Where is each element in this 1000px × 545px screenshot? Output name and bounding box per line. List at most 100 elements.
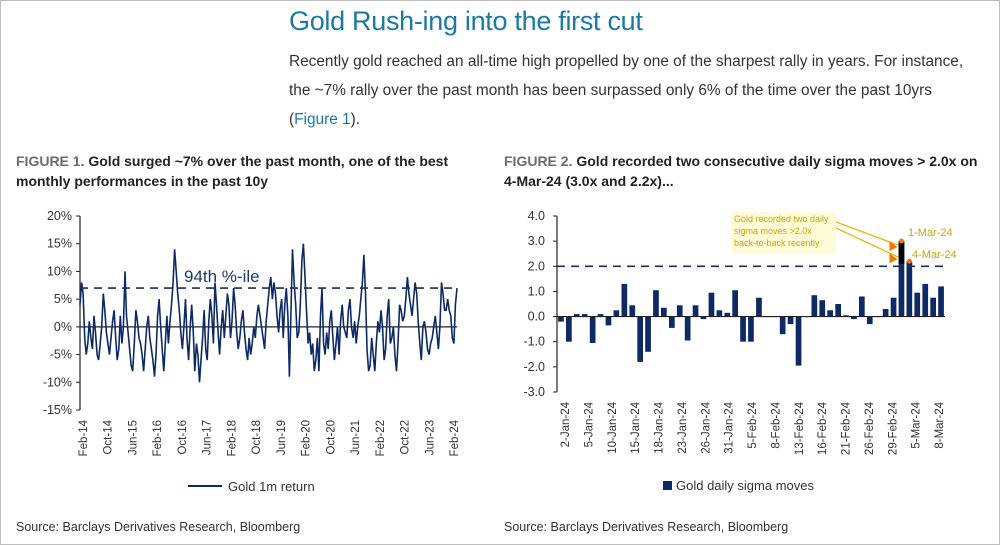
legend-label: Gold 1m return (228, 479, 315, 494)
bar (930, 297, 936, 317)
x-tick-label: Oct-20 (325, 420, 337, 455)
bar (890, 297, 897, 317)
x-tick-label: 21-Feb-24 (841, 401, 853, 455)
y-tick-label: -5% (50, 348, 72, 362)
x-tick-label: 26-Jan-24 (700, 401, 712, 453)
figure-2-number: FIGURE 2. (504, 153, 573, 169)
x-tick-label: Oct-16 (177, 420, 189, 455)
x-tick-label: Jun-15 (127, 420, 139, 455)
y-tick-label: 5% (54, 292, 72, 306)
x-tick-label: 2-Jan-24 (560, 401, 572, 447)
annotation-text-line: back-to-back recently (734, 238, 820, 248)
bar (661, 307, 667, 317)
figure-2-title: FIGURE 2. Gold recorded two consecutive … (504, 151, 984, 191)
bar-highlight-1-mar (898, 241, 905, 264)
x-tick-label: 31-Jan-24 (724, 401, 736, 453)
bar (589, 316, 596, 343)
x-tick-label: Oct-22 (400, 420, 412, 455)
x-tick-label: 29-Feb-24 (887, 401, 899, 455)
bar (740, 316, 746, 342)
x-tick-label: Jun-21 (350, 420, 362, 455)
x-tick-label: Feb-20 (301, 420, 313, 456)
bar (859, 296, 865, 317)
x-tick-label: 13-Feb-24 (794, 401, 806, 455)
x-tick-label: Oct-14 (103, 419, 115, 454)
bar (938, 286, 944, 317)
bar (922, 283, 929, 317)
label-4-mar-24: 4-Mar-24 (912, 249, 957, 261)
annotation-text-line: sigma moves >2.0x (734, 226, 812, 236)
figure-2-source: Source: Barclays Derivatives Research, B… (504, 520, 789, 534)
bar (669, 316, 675, 328)
annotation-text-line: Gold recorded two daily (734, 214, 829, 224)
annotation-box (732, 212, 836, 254)
bar (645, 316, 651, 352)
bar (756, 297, 762, 317)
x-tick-label: 8-Mar-24 (934, 401, 946, 448)
bar (676, 305, 683, 317)
bar (795, 316, 802, 366)
y-tick-label: -15% (43, 403, 72, 417)
reference-label: 94th %-ile (184, 267, 260, 286)
y-tick-label: -2.0 (523, 360, 545, 374)
bar (597, 314, 604, 317)
y-tick-label: -10% (43, 375, 72, 389)
x-tick-label: 5-Jan-24 (583, 401, 595, 447)
y-tick-label: 0.0 (528, 310, 545, 324)
bar (605, 316, 612, 326)
bar (573, 314, 580, 317)
legend-swatch (663, 481, 672, 490)
bar (835, 304, 841, 317)
x-tick-label: 18-Jan-24 (654, 401, 666, 453)
figure-1-link[interactable]: Figure 1 (294, 111, 351, 128)
y-tick-label: 20% (47, 209, 72, 223)
y-tick-label: 1.0 (528, 284, 545, 298)
x-tick-label: Feb-18 (226, 420, 238, 456)
intro-tail: ). (350, 111, 361, 128)
bar (566, 316, 572, 342)
bar (558, 316, 564, 322)
bar (882, 309, 889, 317)
bar (581, 314, 588, 317)
x-tick-label: 10-Jan-24 (607, 401, 619, 453)
y-tick-label: 2.0 (528, 259, 545, 273)
y-tick-label: 3.0 (528, 234, 545, 248)
figure-1-title: FIGURE 1. Gold surged ~7% over the past … (16, 151, 486, 191)
marker-4-mar (906, 258, 912, 264)
bar (843, 315, 849, 317)
x-tick-label: 26-Feb-24 (864, 401, 876, 455)
bar (708, 292, 715, 317)
x-tick-label: 8-Feb-24 (770, 401, 782, 448)
page-title: Gold Rush-ing into the first cut (289, 6, 643, 36)
chart-1-gold-1m-return: 20% 15% 10% 5% 0% -5% -10% -15% Feb-14 Oct-14 Jun-… (43, 209, 461, 494)
y-tick-label: 10% (47, 264, 72, 278)
bar (779, 316, 786, 335)
annotation-arrow-1-mar (835, 221, 899, 246)
intro-paragraph: Recently gold reached an all-time high p… (289, 47, 969, 134)
y-tick-label: 4.0 (528, 209, 545, 223)
bar (748, 316, 754, 342)
x-tick-label: 5-Mar-24 (911, 401, 923, 448)
bar (898, 241, 905, 317)
x-tick-label: Feb-14 (78, 419, 90, 456)
bar (724, 312, 731, 317)
bar (716, 310, 723, 317)
x-tick-label: 5-Feb-24 (747, 401, 759, 448)
bar (851, 316, 857, 320)
intro-text: Recently gold reached an all-time high p… (289, 53, 964, 128)
figure-2-caption: Gold recorded two consecutive daily sigm… (504, 153, 978, 189)
bar (700, 316, 707, 320)
bar (811, 295, 818, 317)
bar (637, 316, 643, 362)
y-tick-label: -1.0 (523, 335, 545, 349)
bar (613, 310, 620, 317)
chart-2-gold-daily-sigma: 4.0 3.0 2.0 1.0 0.0 -1.0 -2.0 -3.0 2-Jan-24 5-Jan… (523, 209, 956, 493)
x-tick-label: 15-Jan-24 (630, 401, 642, 453)
x-tick-label: Feb-24 (449, 419, 461, 456)
figure-1-source: Source: Barclays Derivatives Research, B… (16, 520, 301, 534)
bar (732, 290, 738, 317)
x-tick-label: Jun-17 (202, 420, 214, 455)
bar (827, 310, 833, 317)
annotation-arrow-4-mar (835, 227, 899, 258)
